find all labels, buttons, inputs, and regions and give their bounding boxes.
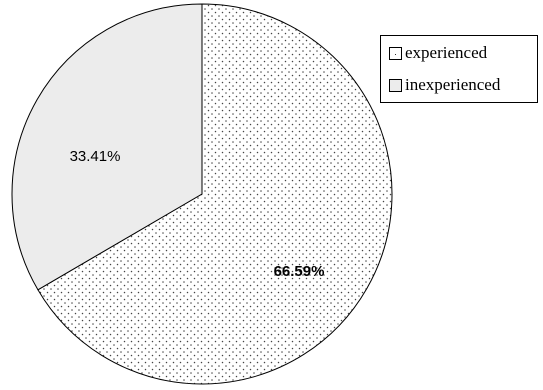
legend-swatch-inexperienced	[389, 78, 402, 92]
data-label-inexperienced: 33.41%	[70, 148, 121, 165]
legend-swatch-experienced	[389, 46, 402, 60]
legend-label-experienced: experienced	[405, 43, 488, 62]
legend-item-experienced: experienced	[389, 43, 488, 62]
pie-slice-experienced	[37, 3, 393, 385]
legend-label-inexperienced: inexperienced	[405, 75, 501, 94]
legend-item-inexperienced: inexperienced	[389, 75, 501, 94]
legend: experienced inexperienced	[380, 35, 538, 103]
pie-slice-inexperienced	[11, 3, 203, 291]
data-label-experienced: 66.59%	[274, 263, 325, 280]
